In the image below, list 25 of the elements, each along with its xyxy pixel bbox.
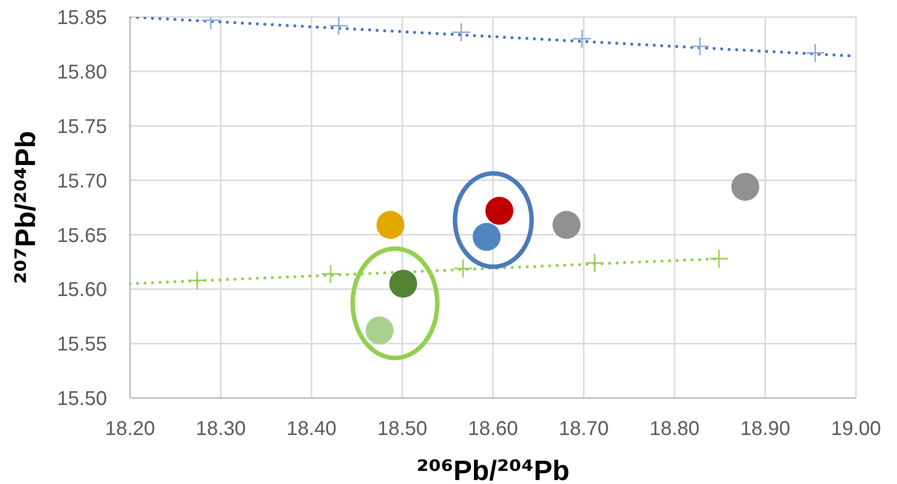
y-tick-label: 15.50 [56,388,107,410]
point [472,222,501,251]
y-tick-label: 15.75 [56,116,107,138]
point [731,172,760,201]
x-tick-label: 18.60 [468,418,518,440]
x-tick-label: 18.30 [196,418,246,440]
y-tick-label: 15.55 [56,334,107,356]
x-tick-label: 18.20 [104,418,156,440]
x-tick-label: 19.00 [830,418,882,440]
x-tick-label: 18.90 [740,418,790,440]
y-tick-label: 15.80 [56,62,107,84]
x-tick-label: 18.40 [286,418,337,440]
point [376,210,404,239]
y-tick-label: 15.70 [56,170,107,192]
y-tick-label: 15.85 [56,7,107,30]
point [389,270,418,298]
point [552,210,581,239]
x-axis-title: ²⁰⁶Pb/²⁰⁴Pb [416,454,570,484]
y-axis-title: ²⁰⁷Pb/²⁰⁴Pb [9,131,42,284]
y-tick-label: 15.65 [56,224,107,247]
y-tick-label: 15.60 [56,279,107,302]
x-tick-label: 18.80 [649,418,700,440]
x-tick-label: 18.50 [377,418,428,440]
x-tick-label: 18.70 [558,418,609,440]
point [366,316,394,345]
